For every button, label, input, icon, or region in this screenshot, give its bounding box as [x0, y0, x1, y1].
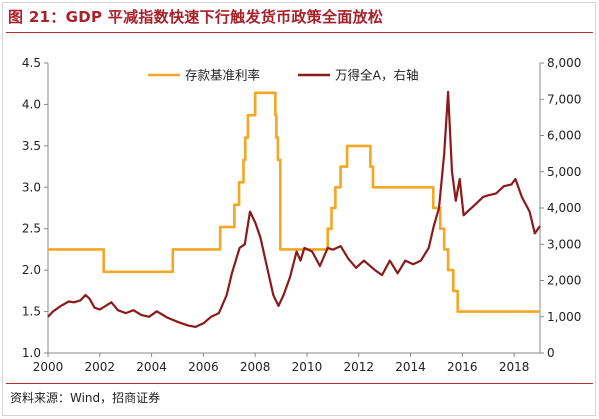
y-left-tick-label: 2.5 — [22, 222, 41, 236]
series-line-1 — [48, 91, 540, 313]
y-right-tick-label: 0 — [547, 346, 555, 360]
x-tick-label: 2014 — [395, 360, 426, 374]
y-right-tick-label: 8,000 — [547, 56, 581, 70]
chart-axes: 1.0 1.5 2.0 2.5 3.0 3.5 4.0 4.5 0 1,000 2,000 3,000… — [22, 56, 581, 374]
y-right-tick-label: 6,000 — [547, 129, 581, 143]
legend-label-1: 存款基准利率 — [185, 68, 260, 83]
y-right-tick-label: 1,000 — [547, 310, 581, 324]
y-right-tick-label: 5,000 — [547, 165, 581, 179]
chart-legend: 存款基准利率 万得全A，右轴 — [148, 68, 419, 83]
legend-label-2: 万得全A，右轴 — [335, 68, 419, 83]
y-left-tick-label: 4.5 — [22, 56, 41, 70]
y-right-tick-label: 2,000 — [547, 274, 581, 288]
y-left-tick-label: 1.5 — [22, 305, 41, 319]
source-note: 资料来源：Wind，招商证券 — [10, 391, 161, 405]
x-tick-label: 2002 — [85, 360, 116, 374]
x-tick-label: 2008 — [240, 360, 271, 374]
source-rule — [6, 383, 593, 384]
y-left-tick-label: 3.5 — [22, 139, 41, 153]
x-tick-label: 2010 — [292, 360, 323, 374]
y-left-tick-label: 4.0 — [22, 97, 41, 111]
y-right-tick-label: 3,000 — [547, 237, 581, 251]
x-tick-label: 2004 — [136, 360, 167, 374]
x-tick-label: 2000 — [33, 360, 64, 374]
x-tick-label: 2016 — [447, 360, 478, 374]
y-left-tick-label: 1.0 — [22, 346, 41, 360]
x-tick-label: 2012 — [343, 360, 374, 374]
series-line-2 — [47, 90, 541, 328]
y-left-tick-label: 2.0 — [22, 263, 41, 277]
y-right-tick-label: 4,000 — [547, 201, 581, 215]
x-tick-label: 2018 — [499, 360, 530, 374]
y-left-tick-label: 3.0 — [22, 180, 41, 194]
x-tick-label: 2006 — [188, 360, 219, 374]
title-rule — [6, 32, 593, 33]
chart-frame — [2, 2, 596, 416]
y-right-tick-label: 7,000 — [547, 92, 581, 106]
chart-marks — [47, 90, 541, 328]
chart-title: 图 21：GDP 平减指数快速下行触发货币政策全面放松 — [8, 8, 384, 26]
